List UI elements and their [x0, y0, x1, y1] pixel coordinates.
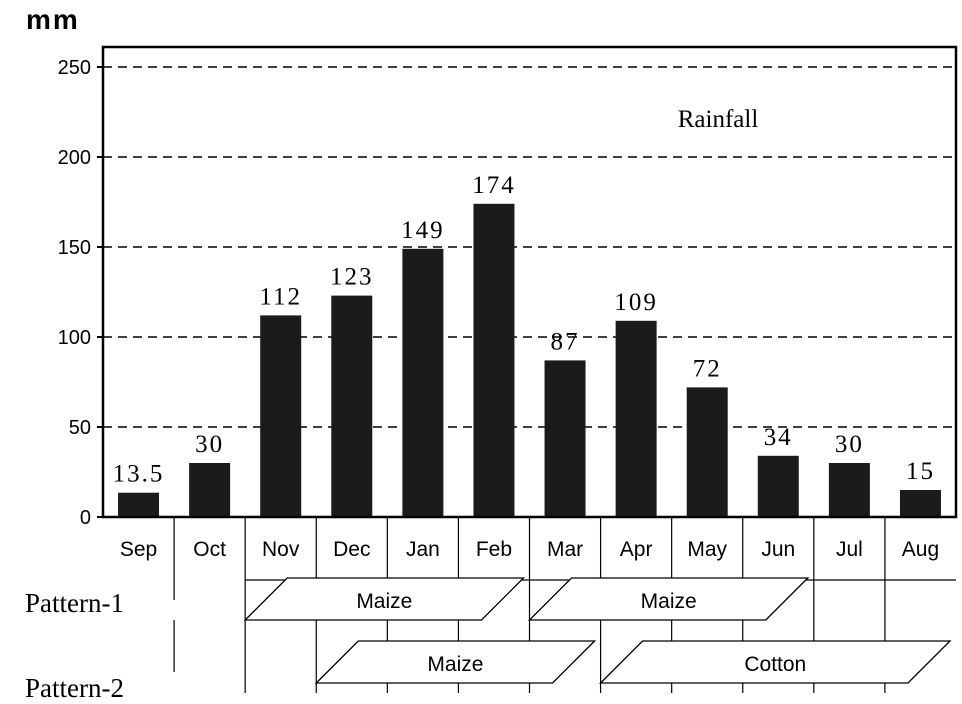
bar-sep [118, 492, 160, 517]
x-tick-label-jun: Jun [761, 538, 795, 561]
bar-apr [615, 320, 657, 517]
data-label-dec: 123 [330, 264, 374, 291]
x-tick-label-aug: Aug [902, 538, 939, 561]
x-tick-label-mar: Mar [547, 538, 583, 561]
bar-mar [544, 360, 586, 517]
y-tick-label: 0 [80, 507, 91, 529]
data-label-jan: 149 [401, 217, 445, 244]
bar-oct [189, 463, 231, 517]
data-label-mar: 87 [551, 328, 580, 355]
data-label-aug: 15 [906, 458, 935, 485]
y-tick-label: 200 [58, 147, 91, 169]
bar-dec [331, 295, 373, 517]
bar-jan [402, 248, 444, 518]
data-label-oct: 30 [195, 431, 224, 458]
x-tick-label-oct: Oct [193, 538, 226, 561]
series-label: Rainfall [678, 106, 759, 133]
x-tick-label-nov: Nov [262, 538, 300, 561]
x-tick-label-jan: Jan [406, 538, 440, 561]
crop-band-pattern-2-1 [599, 640, 952, 684]
crop-band-pattern-1-0 [243, 577, 526, 621]
crop-label-cotton: Cotton [744, 653, 806, 676]
y-tick-label: 50 [69, 417, 91, 439]
x-tick-label-jul: Jul [836, 538, 863, 561]
crop-label-maize: Maize [641, 590, 697, 613]
data-label-jul: 30 [835, 431, 864, 458]
data-label-jun: 34 [764, 424, 793, 451]
pattern-1-label: Pattern-1 [25, 588, 124, 618]
bar-jun [757, 455, 799, 517]
bar-may [686, 387, 728, 517]
data-label-may: 72 [693, 355, 722, 382]
x-tick-label-feb: Feb [476, 538, 512, 561]
x-tick-label-may: May [687, 538, 727, 561]
crop-label-maize: Maize [356, 590, 412, 613]
plot-frame [101, 45, 958, 519]
pattern-2-label: Pattern-2 [25, 673, 124, 703]
x-tick-label-sep: Sep [120, 538, 157, 561]
data-label-nov: 112 [259, 283, 302, 310]
crop-band-pattern-1-1 [527, 577, 810, 621]
bar-jul [828, 463, 870, 517]
crop-label-maize: Maize [427, 653, 483, 676]
y-tick-label: 250 [58, 57, 91, 79]
data-label-feb: 174 [472, 172, 516, 199]
x-tick-label-apr: Apr [620, 538, 653, 561]
bar-nov [260, 315, 302, 517]
x-tick-label-dec: Dec [333, 538, 370, 561]
crop-band-pattern-2-0 [314, 640, 597, 684]
y-tick-label: 150 [58, 237, 91, 259]
data-label-apr: 109 [614, 289, 658, 316]
y-unit-label: mm [26, 4, 80, 35]
y-tick-label: 100 [58, 327, 91, 349]
data-label-sep: 13.5 [113, 461, 165, 488]
bar-feb [473, 203, 515, 518]
bar-aug [899, 490, 941, 517]
